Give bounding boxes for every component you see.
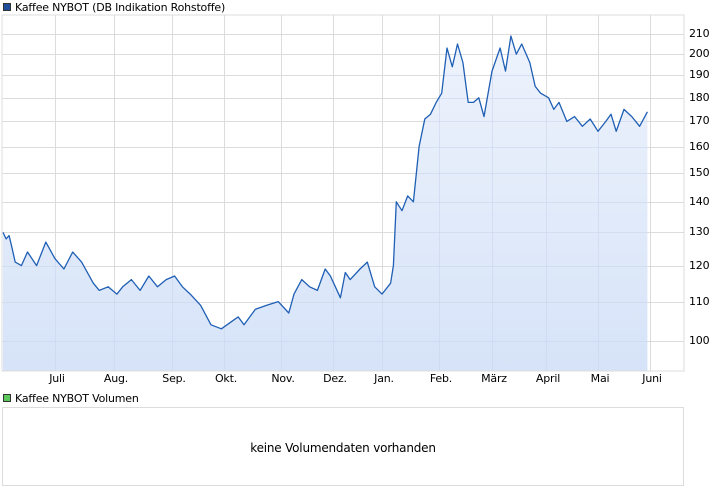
no-volume-data-message: keine Volumendaten vorhanden xyxy=(250,441,436,455)
x-tick-label: März xyxy=(481,372,507,385)
price-chart xyxy=(1,14,685,372)
y-tick-label: 100 xyxy=(689,334,710,347)
legend-swatch-volume xyxy=(3,394,11,402)
x-tick-label: Nov. xyxy=(271,372,295,385)
y-tick-label: 180 xyxy=(689,90,710,104)
volume-chart-panel: keine Volumendaten vorhanden xyxy=(2,407,684,486)
volume-chart-legend: Kaffee NYBOT Volumen xyxy=(3,391,139,405)
price-area-fill xyxy=(3,36,648,371)
y-tick-label: 160 xyxy=(689,139,710,153)
legend-swatch-price xyxy=(3,3,11,11)
y-tick-label: 120 xyxy=(689,258,710,272)
y-tick-label: 130 xyxy=(689,225,710,239)
x-tick-label: April xyxy=(535,372,561,385)
x-tick-label: Juni xyxy=(642,372,662,385)
x-tick-label: Juli xyxy=(49,372,65,385)
x-tick-label: Jan. xyxy=(374,372,394,385)
main-chart-legend: Kaffee NYBOT (DB Indikation Rohstoffe) xyxy=(3,0,226,14)
x-tick-label: Mai xyxy=(590,372,610,385)
y-tick-label: 190 xyxy=(689,68,710,82)
y-tick-label: 150 xyxy=(689,166,710,180)
y-tick-label: 200 xyxy=(689,47,710,61)
y-tick-label: 110 xyxy=(689,294,710,308)
x-tick-label: Okt. xyxy=(214,372,238,385)
y-tick-label: 210 xyxy=(689,27,710,40)
legend-label-price: Kaffee NYBOT (DB Indikation Rohstoffe) xyxy=(15,0,226,14)
price-line xyxy=(2,35,648,330)
x-tick-label: Sep. xyxy=(162,372,186,385)
x-tick-label: Dez. xyxy=(323,372,347,385)
x-tick-label: Feb. xyxy=(429,372,453,385)
legend-label-volume: Kaffee NYBOT Volumen xyxy=(15,391,139,405)
x-tick-label: Aug. xyxy=(103,372,129,385)
y-tick-label: 170 xyxy=(689,114,710,128)
y-tick-label: 140 xyxy=(689,194,710,208)
